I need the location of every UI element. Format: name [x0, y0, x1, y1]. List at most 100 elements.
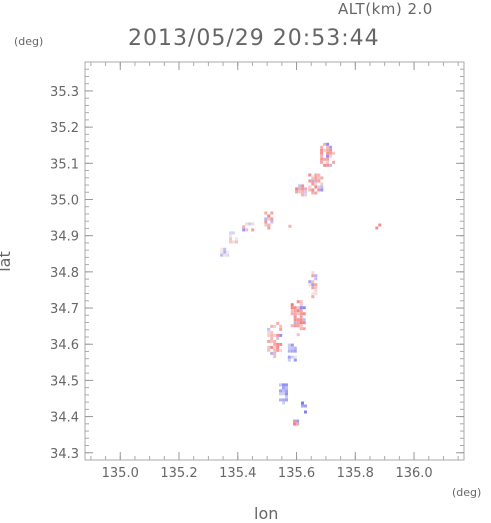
- field-cell: [264, 223, 268, 227]
- field-cell: [282, 392, 285, 396]
- field-cell: [267, 223, 271, 227]
- field-cell: [229, 234, 232, 238]
- y-tick-label: 35.0: [50, 193, 79, 208]
- field-cell: [375, 226, 379, 230]
- field-cell: [273, 342, 277, 346]
- field-cell: [301, 190, 305, 194]
- field-cell: [279, 398, 282, 402]
- field-cell: [314, 277, 318, 281]
- field-cell: [301, 401, 304, 405]
- field-cell: [326, 163, 330, 167]
- field-cell: [293, 355, 297, 359]
- field-cell: [279, 383, 282, 387]
- field-cell: [311, 182, 315, 186]
- field-cell: [264, 211, 268, 215]
- field-cell: [308, 173, 312, 177]
- field-cell: [296, 318, 300, 322]
- field-cell: [293, 346, 297, 350]
- field-cell: [290, 324, 294, 328]
- x-axis-label: lon: [254, 504, 279, 523]
- field-cell: [308, 188, 312, 192]
- field-cell: [270, 211, 274, 215]
- field-cell: [299, 321, 303, 325]
- field-cell: [251, 228, 255, 232]
- field-cell: [290, 355, 294, 359]
- field-cell: [320, 157, 324, 161]
- field-cell: [223, 250, 227, 254]
- field-cell: [329, 151, 333, 155]
- field-cell: [314, 182, 318, 186]
- field-cell: [304, 193, 308, 197]
- field-cell: [295, 187, 299, 191]
- field-cell: [296, 333, 300, 337]
- field-cell: [285, 389, 288, 393]
- field-cell: [264, 217, 268, 221]
- field-cell: [287, 343, 291, 347]
- field-cell: [287, 358, 291, 362]
- field-cell: [329, 145, 333, 149]
- field-cell: [282, 386, 285, 390]
- field-cell: [270, 217, 274, 221]
- field-cell: [296, 422, 300, 426]
- field-cell: [285, 386, 288, 390]
- field-cell: [298, 187, 302, 191]
- field-cell: [290, 312, 294, 316]
- field-cell: [290, 346, 294, 350]
- field-cell: [267, 333, 271, 337]
- field-cell: [273, 339, 277, 343]
- field-cell: [320, 160, 324, 164]
- field-cell: [323, 157, 327, 161]
- field-cell: [293, 309, 297, 313]
- field-cell: [326, 154, 330, 158]
- field-cell: [282, 398, 285, 402]
- field-cell: [293, 349, 297, 353]
- field-cell: [270, 324, 274, 328]
- field-cell: [293, 422, 297, 426]
- field-cell: [270, 336, 274, 340]
- field-cell: [293, 306, 297, 310]
- field-cell: [242, 228, 246, 232]
- y-tick-label: 34.4: [50, 411, 79, 426]
- field-cell: [302, 327, 306, 331]
- field-cell: [293, 419, 297, 423]
- field-cell: [245, 228, 249, 232]
- field-cell: [317, 176, 321, 180]
- field-cell: [285, 392, 288, 396]
- field-cell: [311, 280, 315, 284]
- field-cell: [279, 333, 283, 337]
- y-tick-label: 35.3: [50, 85, 79, 100]
- field-cell: [317, 185, 321, 189]
- field-cell: [248, 222, 252, 226]
- field-cell: [304, 404, 307, 408]
- field-cell: [311, 274, 315, 278]
- field-cell: [299, 303, 303, 307]
- field-cell: [290, 306, 294, 310]
- field-cell: [264, 220, 268, 224]
- field-cell: [326, 145, 330, 149]
- field-cell: [320, 185, 324, 189]
- field-cell: [279, 342, 283, 346]
- x-tick-label: 136.0: [395, 466, 432, 481]
- field-cell: [226, 250, 230, 254]
- field-cell: [276, 345, 280, 349]
- field-cell: [304, 187, 308, 191]
- field-cell: [267, 348, 271, 352]
- field-cell: [245, 222, 249, 226]
- x-tick-label: 135.6: [278, 466, 315, 481]
- field-cell: [285, 398, 288, 402]
- field-cell: [235, 240, 238, 244]
- x-unit-label: (deg): [452, 486, 482, 499]
- field-cell: [285, 383, 288, 387]
- y-tick-label: 34.3: [50, 447, 79, 462]
- field-cell: [232, 231, 235, 235]
- field-cell: [273, 354, 277, 358]
- field-cell: [279, 389, 282, 393]
- y-tick-label: 34.7: [50, 302, 79, 317]
- field-cell: [290, 349, 294, 353]
- field-cell: [270, 339, 274, 343]
- field-cell: [308, 179, 312, 183]
- field-cell: [302, 318, 306, 322]
- field-cell: [299, 312, 303, 316]
- field-cell: [326, 142, 330, 146]
